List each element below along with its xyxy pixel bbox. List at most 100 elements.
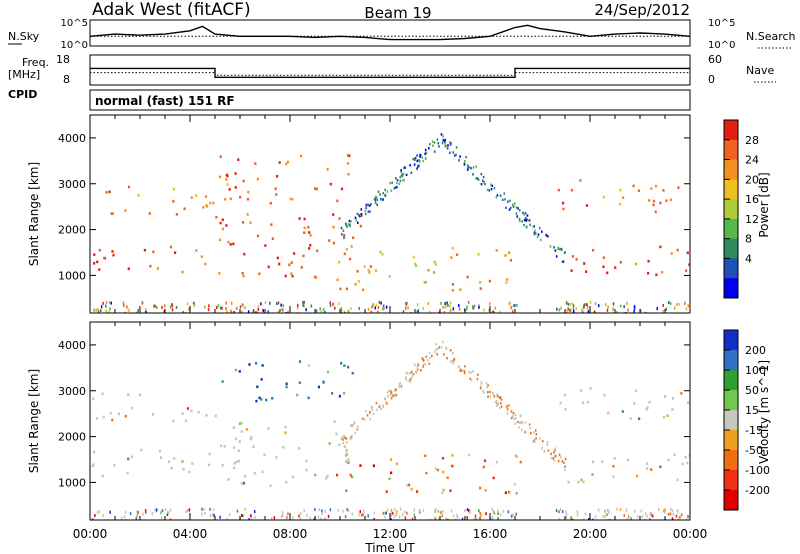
power-data-cell-4 — [466, 275, 469, 279]
velocity-data-arc-cell — [375, 401, 378, 405]
velocity-data-arc-cell — [534, 429, 537, 432]
velocity-data-cell-0 — [159, 456, 162, 459]
power-data-noise-cell — [512, 304, 515, 308]
velocity-data-arc-cell — [450, 360, 452, 363]
velocity-data-arc-cell — [409, 378, 412, 381]
power-data-noise-cell — [633, 305, 636, 309]
velocity-data-arc-cell — [438, 346, 440, 349]
power-data-noise-cell — [626, 301, 628, 305]
velocity-data-arc-cell — [506, 412, 509, 415]
power-data-cell-6 — [654, 210, 657, 214]
velocity-data-arc-cell — [519, 414, 522, 418]
velocity-data-arc-cell — [553, 455, 556, 458]
velocity-data-cell-2 — [297, 447, 301, 450]
power-data-arc-cell — [368, 204, 371, 207]
velocity-data-cell-2 — [335, 432, 338, 436]
velocity-data-arc-cell — [489, 390, 492, 394]
power-data-arc-cell — [389, 181, 391, 185]
power-data-cell-5 — [676, 248, 679, 252]
velocity-data-noise-cell — [398, 515, 401, 519]
power-data-arc-cell — [425, 151, 428, 155]
power-data-noise-cell — [108, 310, 110, 313]
velocity-data-noise-cell — [623, 514, 625, 518]
velocity-data-cell-4 — [449, 489, 452, 492]
velocity-data-arc-cell — [529, 427, 532, 430]
velocity-data-cell-0 — [173, 457, 176, 460]
velocity-colorbar-swatch-2 — [724, 370, 738, 391]
power-data-noise-cell — [594, 310, 596, 313]
velocity-data-cell-3 — [343, 364, 346, 367]
velocity-data-noise-cell — [646, 514, 648, 518]
power-data-arc-cell — [444, 138, 446, 142]
power-data-cell-2 — [225, 224, 228, 227]
velocity-data-cell-1 — [186, 407, 189, 410]
velocity-data-cell-6 — [635, 389, 638, 392]
power-data-noise-cell — [375, 303, 378, 307]
velocity-data-cell-2 — [347, 458, 350, 461]
velocity-data-noise-cell — [597, 508, 600, 512]
power-data-arc-cell — [518, 209, 521, 212]
velocity-data-arc-cell — [564, 457, 567, 461]
power-data-arc-cell — [533, 233, 536, 236]
velocity-data-noise-cell — [324, 510, 326, 513]
power-data-cell-2 — [249, 221, 252, 225]
velocity-data-noise-cell — [313, 518, 315, 520]
power-data-noise-cell — [302, 301, 304, 305]
power-data-cell-2 — [284, 274, 287, 278]
power-data-arc-cell — [349, 224, 351, 228]
power-data-cell-4 — [343, 252, 346, 256]
velocity-data-cell-2 — [243, 475, 247, 478]
power-data-cell-4 — [495, 249, 498, 252]
velocity-data-arc-cell — [366, 414, 369, 417]
power-data-noise-cell — [458, 304, 460, 308]
power-data-cell-6 — [654, 184, 658, 188]
power-data-arc-cell — [356, 212, 359, 215]
velocity-data-arc-cell — [363, 417, 366, 421]
power-data-noise-cell — [575, 307, 578, 311]
power-data-arc-cell — [345, 223, 347, 226]
power-data-noise-cell — [633, 306, 636, 310]
velocity-data-noise-cell — [169, 518, 172, 520]
velocity-data-cell-4 — [410, 487, 413, 491]
power-data-cell-3 — [226, 183, 229, 186]
power-data-arc-cell — [477, 178, 480, 181]
velocity-data-arc-cell — [389, 394, 392, 397]
power-data-cell-4 — [367, 268, 370, 272]
velocity-data-arc-cell — [495, 399, 498, 403]
power-data-noise-cell — [242, 303, 244, 307]
power-data-arc-cell — [350, 220, 352, 223]
power-data-noise-cell — [483, 308, 485, 312]
velocity-data-cell-2 — [238, 422, 241, 425]
power-data-arc-cell — [523, 223, 525, 227]
power-data-arc-cell — [396, 185, 398, 189]
velocity-data-cell-3 — [265, 398, 268, 402]
power-data-arc-cell — [442, 139, 445, 142]
power-colorbar-label: Power [dB] — [757, 172, 771, 237]
velocity-data-arc-cell — [553, 451, 555, 454]
power-data-cell-2 — [215, 216, 218, 219]
power-data-noise-cell — [269, 301, 271, 305]
power-data-noise-cell — [465, 307, 468, 311]
velocity-data-cell-1 — [214, 414, 217, 418]
power-data-noise-cell — [279, 309, 281, 312]
power-data-cell-5 — [570, 269, 573, 272]
power-data-noise-cell — [156, 306, 158, 310]
power-data-arc-cell — [526, 214, 529, 217]
velocity-data-cell-3 — [331, 391, 334, 395]
velocity-data-arc-cell — [512, 411, 515, 415]
power-data-cell-6 — [557, 188, 560, 192]
velocity-data-cell-2 — [242, 481, 246, 485]
power-data-noise-cell — [207, 308, 210, 312]
power-data-noise-cell — [95, 308, 98, 312]
power-data-noise-cell — [491, 310, 494, 313]
time-axis-label: Time UT — [364, 541, 415, 554]
velocity-data-arc-cell — [387, 394, 389, 398]
power-data-cell-6 — [622, 196, 625, 200]
power-data-cell-2 — [349, 257, 352, 261]
power-data-arc-cell — [440, 133, 443, 136]
power-data-arc-cell — [432, 144, 434, 147]
velocity-data-arc-cell — [440, 346, 443, 349]
power-data-arc-cell — [472, 166, 475, 169]
power-data-noise-cell — [472, 306, 475, 310]
power-data-noise-cell — [204, 305, 206, 309]
